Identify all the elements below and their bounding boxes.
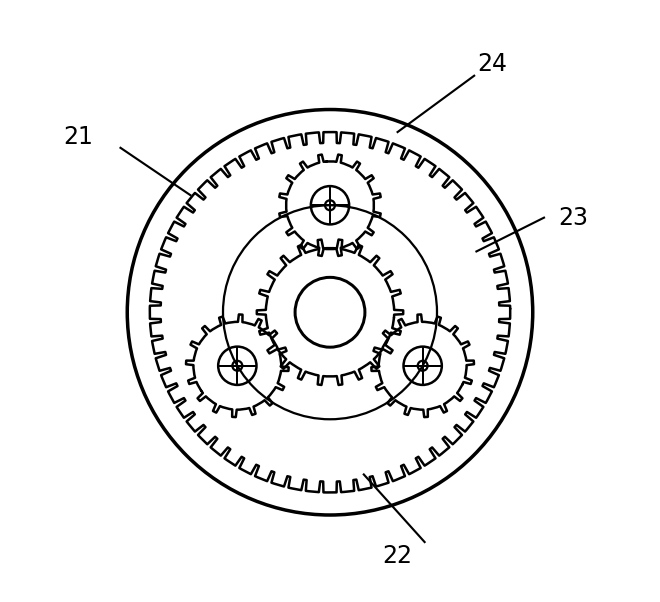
Text: 21: 21: [63, 125, 92, 149]
Text: 22: 22: [383, 544, 412, 568]
Text: 24: 24: [477, 52, 507, 76]
Text: 23: 23: [558, 206, 588, 229]
